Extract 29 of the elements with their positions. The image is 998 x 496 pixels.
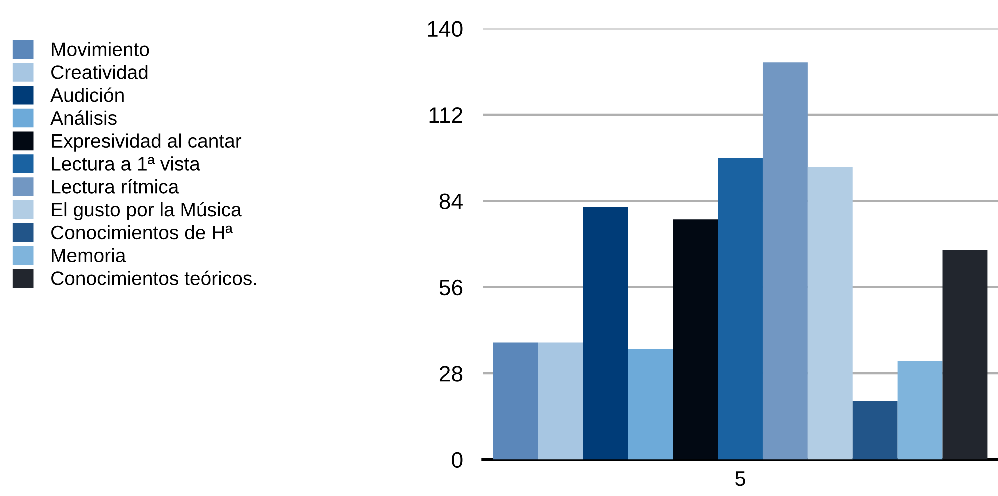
legend-label: Creatividad (52, 65, 148, 80)
legend-label: Conocimientos teóricos. (52, 270, 256, 286)
x-tick-label: 5 (736, 472, 746, 486)
y-tick-label: 0 (452, 452, 463, 468)
legend-label: Audición (50, 88, 124, 102)
legend-label: Conocimientos de Hª (52, 225, 233, 240)
legend-label: Expresividad al cantar (52, 134, 242, 152)
bar (673, 220, 718, 460)
legend-label: Lectura rítmica (52, 179, 180, 194)
y-tick-label: 112 (430, 108, 462, 124)
bar (808, 167, 853, 460)
bar (583, 207, 628, 460)
legend-label: Análisis (50, 110, 117, 126)
legend-label: Memoria (52, 248, 126, 263)
y-tick-label: 56 (440, 280, 463, 296)
y-tick-label: 28 (440, 366, 463, 382)
y-tick-label: 84 (440, 194, 463, 210)
bar (718, 158, 763, 460)
bar (538, 342, 584, 460)
bar (852, 401, 898, 460)
bar (942, 250, 988, 460)
bar (493, 342, 538, 460)
bar (762, 62, 808, 460)
legend-label: Movimiento (52, 42, 150, 56)
legend-label: Lectura a 1ª vista (52, 156, 200, 171)
bar (898, 361, 943, 460)
legend-label: El gusto por la Música (52, 202, 242, 221)
bar (628, 348, 674, 460)
y-tick-label: 140 (428, 21, 463, 38)
